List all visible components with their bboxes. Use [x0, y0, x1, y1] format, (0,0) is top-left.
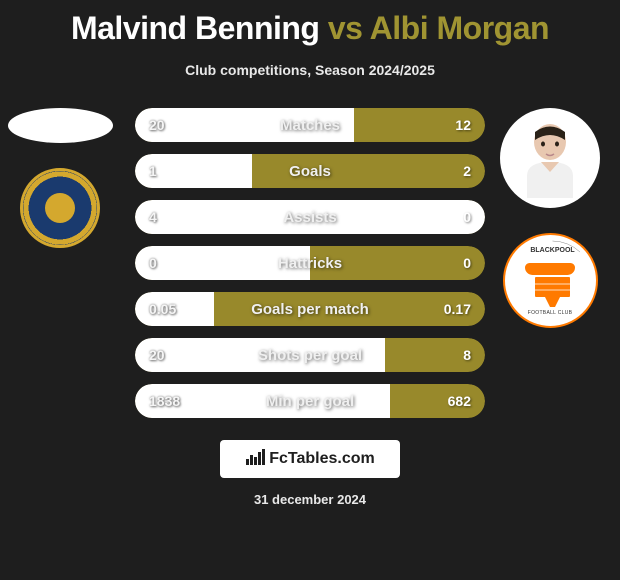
- comparison-area: 2012Matches12Goals40Assists00Hattricks0.…: [0, 108, 620, 418]
- stats-column: 2012Matches12Goals40Assists00Hattricks0.…: [135, 108, 485, 418]
- stat-value-left: 20: [149, 347, 165, 363]
- stat-label: Shots per goal: [258, 347, 362, 364]
- subtitle: Club competitions, Season 2024/2025: [0, 62, 620, 78]
- stat-value-left: 0: [149, 255, 157, 271]
- chart-icon: [245, 449, 265, 470]
- footer-brand-text: FcTables.com: [269, 450, 375, 468]
- player2-column: BLACKPOOL: [490, 108, 610, 328]
- stat-value-left: 20: [149, 117, 165, 133]
- stat-value-left: 1838: [149, 393, 180, 409]
- stat-row: 0 0 Hattricks: [135, 246, 485, 280]
- player1-avatar: [8, 108, 113, 143]
- stat-row: 4 0 Assists: [135, 200, 485, 234]
- blackpool-logo-icon: BLACKPOOL: [505, 235, 600, 330]
- stat-label: Goals per match: [251, 301, 369, 318]
- stat-label: Assists: [283, 209, 336, 226]
- player1-column: [0, 108, 120, 248]
- stat-value-left: 1: [149, 163, 157, 179]
- player2-avatar: [500, 108, 600, 208]
- date: 31 december 2024: [0, 492, 620, 507]
- stat-value-left: 0.05: [149, 301, 176, 317]
- svg-text:BLACKPOOL: BLACKPOOL: [530, 247, 575, 254]
- footer-brand: FcTables.com: [220, 440, 400, 478]
- stat-value-right: 0: [463, 255, 471, 271]
- stat-value-left: 4: [149, 209, 157, 225]
- stat-label: Min per goal: [266, 393, 354, 410]
- stat-value-right: 8: [463, 347, 471, 363]
- person-icon: [515, 118, 585, 198]
- stat-row: 20 12 Matches: [135, 108, 485, 142]
- stat-label: Hattricks: [278, 255, 342, 272]
- stat-row: 20 8 Shots per goal: [135, 338, 485, 372]
- stat-label: Goals: [289, 163, 331, 180]
- stat-row: 1 2 Goals: [135, 154, 485, 188]
- stat-value-right: 2: [463, 163, 471, 179]
- stat-value-right: 682: [448, 393, 471, 409]
- stat-row: 0.05 0.17 Goals per match: [135, 292, 485, 326]
- stat-value-right: 0.17: [444, 301, 471, 317]
- title-player2: Albi Morgan: [370, 10, 549, 46]
- title-vs: vs: [328, 10, 363, 46]
- title-player1: Malvind Benning: [71, 10, 320, 46]
- player2-club-logo: BLACKPOOL: [503, 233, 598, 328]
- player1-club-logo: [20, 168, 100, 248]
- stat-label: Matches: [280, 117, 340, 134]
- stat-row: 1838 682 Min per goal: [135, 384, 485, 418]
- stat-value-right: 12: [455, 117, 471, 133]
- stat-value-right: 0: [463, 209, 471, 225]
- page-title: Malvind Benning vs Albi Morgan: [0, 0, 620, 47]
